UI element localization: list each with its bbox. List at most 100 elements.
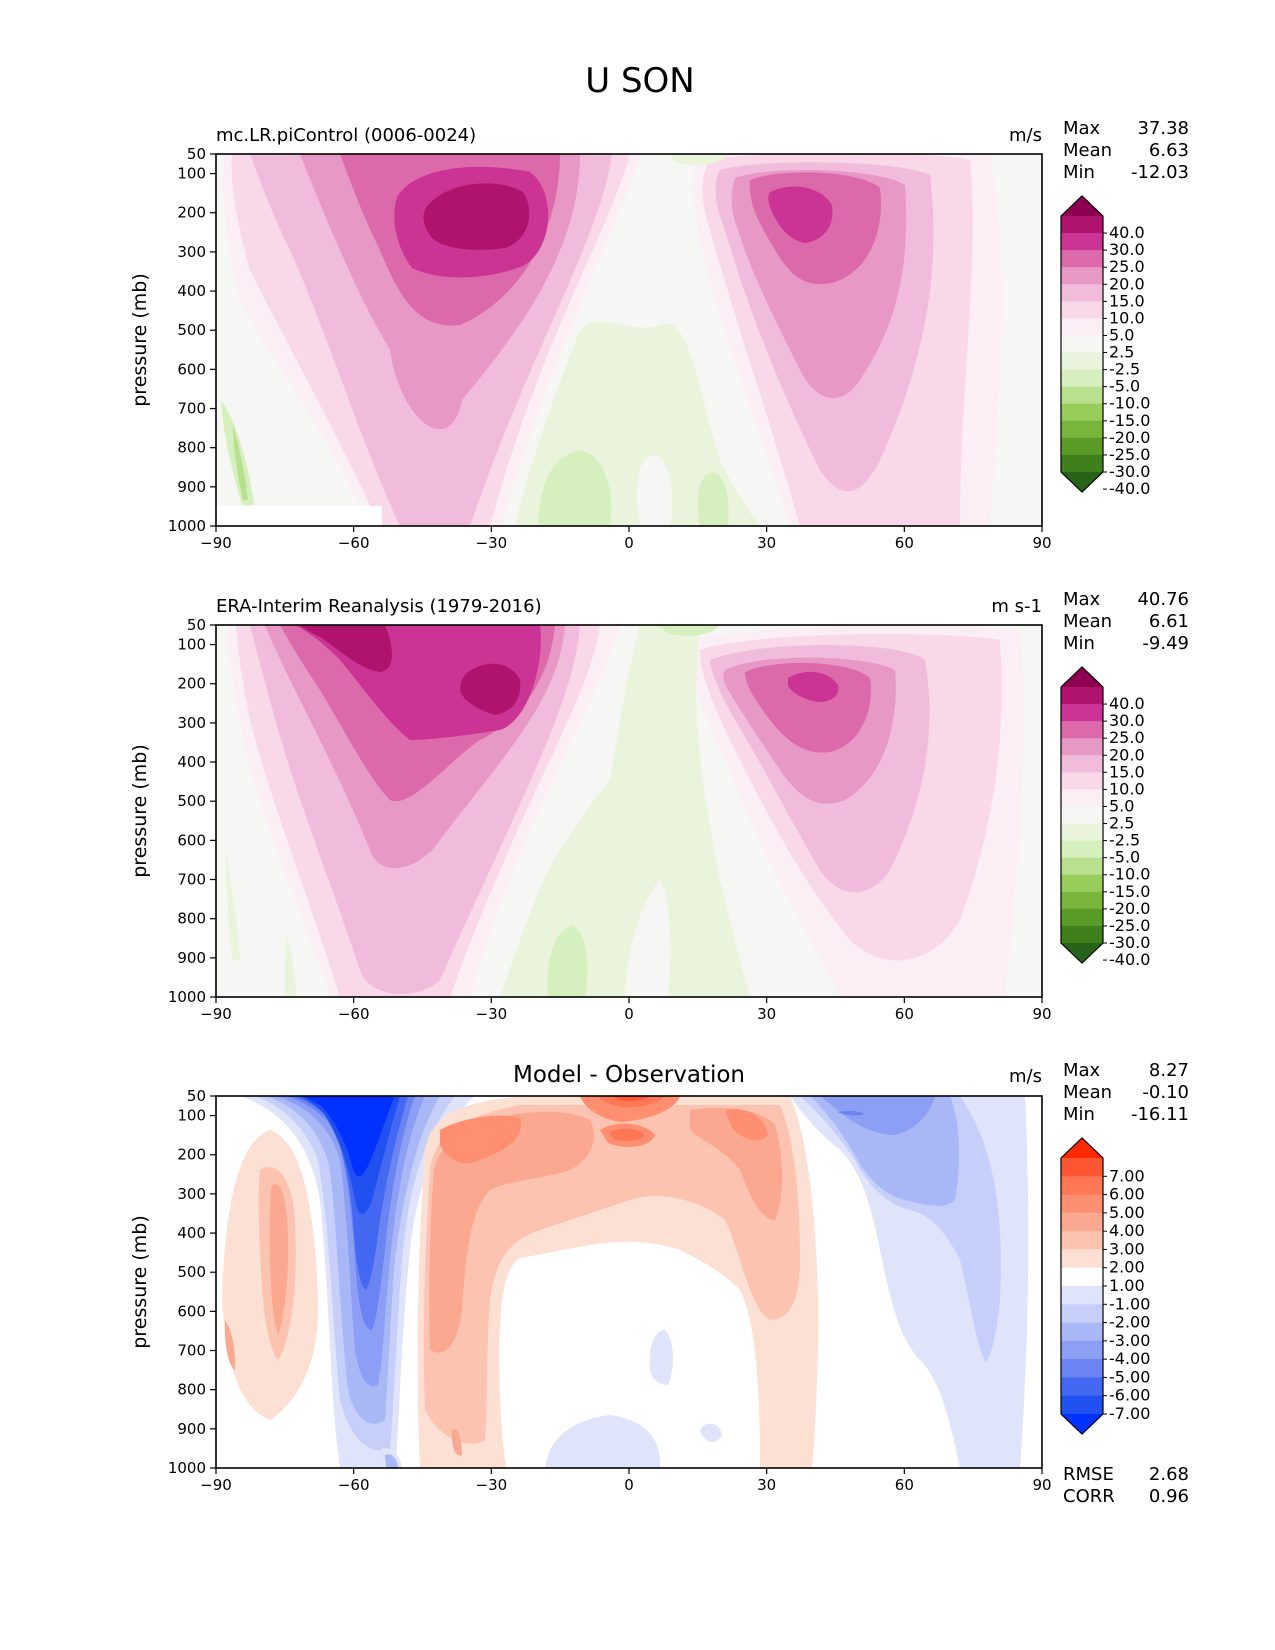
stat-value: -9.49: [1142, 633, 1189, 654]
sh-negative-core: [303, 1096, 395, 1177]
surface-mask: [216, 506, 382, 526]
colorbar-extend-min: [1061, 943, 1103, 963]
x-tick-label: −30: [476, 534, 508, 552]
colorbar-tick-label: -20.0: [1109, 428, 1150, 447]
x-tick-label: 0: [624, 534, 634, 552]
y-tick-label: 600: [177, 831, 206, 849]
colorbar-swatch: [1061, 1395, 1103, 1415]
colorbar-tick-label: 5.0: [1109, 325, 1134, 344]
colorbar-tick-label: -2.00: [1109, 1313, 1150, 1332]
panel-model: mc.LR.piControl (0006-0024) m/s pressure…: [129, 118, 1189, 552]
colorbar-tick-label: 30.0: [1109, 711, 1145, 730]
y-tick-label: 50: [187, 145, 206, 163]
sh-jet-level-30-b: [460, 663, 521, 715]
stat-label: Max: [1063, 589, 1101, 610]
colorbar-tick-label: -4.00: [1109, 1349, 1150, 1368]
x-tick-label: −60: [338, 534, 370, 552]
panel-title: ERA-Interim Reanalysis (1979-2016): [216, 596, 542, 617]
y-tick-label: 600: [177, 360, 206, 378]
units-label: m/s: [1009, 1066, 1042, 1087]
stat-value: -12.03: [1131, 162, 1189, 183]
nh-jet-level-25: [768, 186, 833, 243]
colorbar-tick-label: -30.0: [1109, 933, 1150, 952]
easterly-patch-top: [670, 154, 730, 166]
colorbar-tick-label: 20.0: [1109, 745, 1145, 764]
colorbar-swatch: [1061, 369, 1103, 388]
x-tick-label: −60: [338, 1005, 370, 1023]
colorbar-tick-label: 20.0: [1109, 274, 1145, 293]
stats-block: Max 40.76 Mean 6.61 Min -9.49: [1063, 589, 1189, 654]
stat-value: 0.96: [1149, 1486, 1189, 1507]
colorbar-tick-label: -7.00: [1109, 1404, 1150, 1423]
colorbar-swatch: [1061, 789, 1103, 807]
y-tick-label: 900: [177, 478, 206, 496]
colorbar-tick-label: -30.0: [1109, 462, 1150, 481]
colorbar-swatch: [1061, 284, 1103, 302]
y-tick-label: 100: [177, 165, 206, 183]
colorbar-swatch: [1061, 1231, 1103, 1250]
colorbar-tick-label: -25.0: [1109, 445, 1150, 464]
colorbar-swatch: [1061, 352, 1103, 371]
colorbar-tick-label: -2.5: [1109, 360, 1140, 379]
stat-label: Min: [1063, 162, 1095, 183]
colorbar-swatch: [1061, 335, 1103, 354]
colorbar-swatch: [1061, 420, 1103, 439]
colorbar-tick-label: -40.0: [1109, 950, 1150, 969]
colorbar-tick-label: 15.0: [1109, 291, 1145, 310]
y-tick-label: 50: [187, 1087, 206, 1105]
colorbar-tick-label: 40.0: [1109, 694, 1145, 713]
y-tick-label: 700: [177, 871, 206, 889]
colorbar-tick-label: 5.0: [1109, 796, 1134, 815]
colorbar-tick-label: 2.5: [1109, 814, 1134, 833]
colorbar: 40.030.025.020.015.010.05.02.5-2.5-5.0-1…: [1060, 666, 1150, 969]
contour-field-observation: [216, 625, 1042, 997]
colorbar-swatch: [1061, 233, 1103, 251]
colorbar-swatch: [1061, 891, 1103, 910]
easterly-patch-west: [226, 850, 240, 960]
y-tick-label: 300: [177, 714, 206, 732]
x-tick-label: −90: [200, 1005, 232, 1023]
nh-negative-4: [820, 1096, 935, 1135]
colorbar-swatch: [1061, 386, 1103, 405]
y-tick-label: 700: [177, 400, 206, 418]
axes-ticks: −90 −60 −30 0 30 60 90 50 100 200 300 400 500 600 700 8…: [168, 616, 1052, 1023]
sh-jet-level-30: [300, 625, 392, 672]
units-label: m/s: [1009, 125, 1042, 146]
y-tick-label: 1000: [168, 1459, 206, 1477]
colorbar-tick-label: -20.0: [1109, 899, 1150, 918]
x-tick-label: 0: [624, 1476, 634, 1494]
x-tick-label: 90: [1032, 534, 1051, 552]
colorbar-swatch: [1061, 1194, 1103, 1214]
small-negative-e: [385, 1454, 398, 1468]
colorbar-swatch: [1061, 1249, 1103, 1269]
equatorial-tongue: [625, 880, 671, 997]
panel-title: mc.LR.piControl (0006-0024): [216, 125, 476, 146]
colorbar-tick-label: -2.5: [1109, 831, 1140, 850]
x-tick-label: 30: [757, 1005, 776, 1023]
central-positive-5-b: [610, 1128, 645, 1141]
colorbar-swatch: [1061, 721, 1103, 739]
y-axis-label: pressure (mb): [129, 744, 151, 878]
x-tick-label: −60: [338, 1476, 370, 1494]
x-tick-label: 90: [1032, 1005, 1051, 1023]
colorbar-swatch: [1061, 1377, 1103, 1397]
units-label: m s-1: [991, 596, 1042, 617]
colorbar-swatch: [1061, 874, 1103, 893]
stat-value: 6.61: [1149, 611, 1189, 632]
x-tick-label: 60: [895, 1476, 914, 1494]
colorbar-swatch: [1061, 840, 1103, 859]
x-tick-label: −30: [476, 1476, 508, 1494]
colorbar-swatch: [1061, 823, 1103, 842]
colorbar-tick-label: -5.0: [1109, 377, 1140, 396]
y-tick-label: 500: [177, 1263, 206, 1281]
easterly-patch-west-inner: [233, 425, 248, 500]
contour-field-model: [216, 154, 1042, 526]
nh-jet-level-25: [788, 671, 839, 702]
colorbar-swatch: [1061, 806, 1103, 825]
colorbar-swatch: [1061, 1359, 1103, 1378]
stat-value: -16.11: [1131, 1104, 1189, 1125]
stat-value: 37.38: [1137, 118, 1189, 139]
colorbar-tick-label: 2.5: [1109, 343, 1134, 362]
y-tick-label: 800: [177, 439, 206, 457]
equatorial-tongue: [636, 455, 673, 526]
